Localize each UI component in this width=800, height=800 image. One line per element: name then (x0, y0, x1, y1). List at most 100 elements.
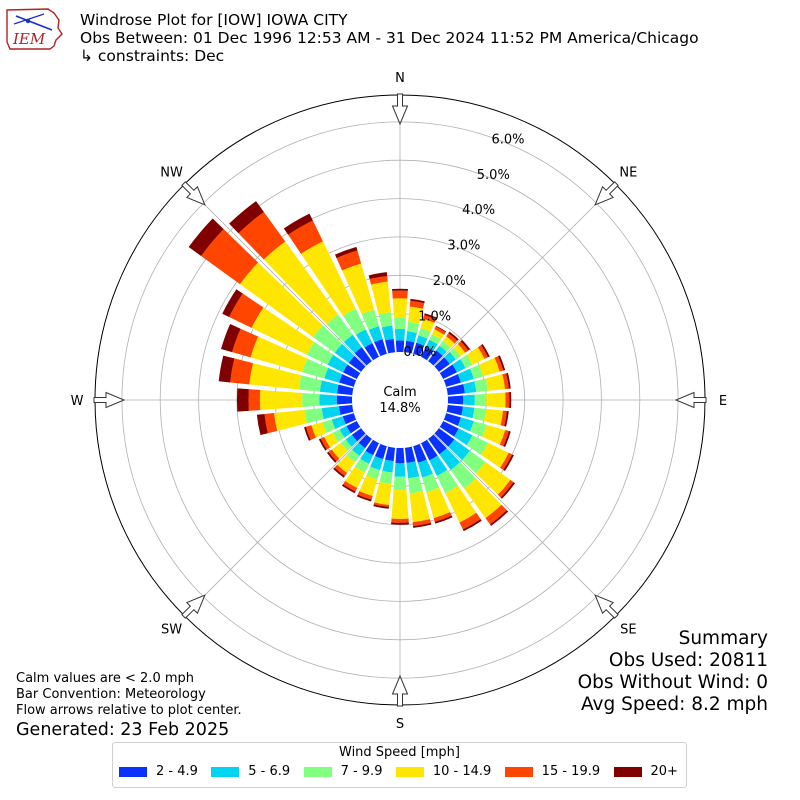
generated-date: Generated: 23 Feb 2025 (16, 720, 230, 740)
windrose-bar-segment (448, 439, 470, 461)
windrose-bar-segment (248, 389, 261, 411)
windrose-bar-segment (434, 357, 450, 372)
direction-labels: N NE E SE S SW W NW (71, 71, 728, 732)
windrose-bar-segment (463, 381, 477, 394)
obs-between: Obs Between: 01 Dec 1996 12:53 AM - 31 D… (80, 29, 699, 47)
windrose-bar-segment (428, 350, 443, 366)
windrose-bar-segment (434, 428, 455, 447)
windrose-bar-segment (477, 345, 489, 359)
windrose-bar-segment (485, 374, 505, 391)
direction-label: SE (620, 622, 636, 637)
windrose-bar-segment (481, 442, 509, 468)
flow-arrow (594, 594, 619, 619)
flow-arrow (181, 181, 206, 206)
windrose-bar-segment (474, 393, 487, 407)
flow-arrow (93, 391, 126, 409)
windrose-bar-segment (409, 491, 430, 523)
windrose-bar-segment (320, 436, 331, 450)
windrose-bar-segment (359, 475, 378, 496)
windrose-bar-segment (336, 395, 353, 405)
windrose-bar-segment (490, 510, 509, 526)
windrose-bar-segment (311, 422, 327, 438)
windrose-bar-segment (332, 429, 345, 442)
flow-note: Flow arrows relative to plot center. (16, 703, 242, 718)
windrose-bar-segment (354, 347, 372, 366)
windrose-bar-segment (312, 325, 343, 353)
windrose-bar-segment (433, 512, 452, 522)
windrose-bar-segment (342, 263, 375, 315)
constraints: ↳ constraints: Dec (80, 47, 225, 65)
windrose-bar-segment (497, 479, 514, 498)
windrose-bar-segment (348, 355, 366, 372)
windrose-bar-segment (394, 317, 406, 330)
windrose-bar-segment (498, 355, 506, 371)
windrose-bar-segment (392, 288, 408, 291)
windrose-bar-segment (334, 464, 348, 477)
windrose-bar-segment (391, 522, 409, 525)
windrose-bar-segment (500, 452, 513, 470)
windrose-bar-segment (422, 473, 440, 493)
windrose-bar-segment (302, 393, 320, 407)
windrose-bar-segment (461, 406, 475, 419)
windrose-bar-segment (385, 338, 396, 354)
windrose-bar-segment (434, 515, 453, 524)
radial-tick-label: 2.0% (433, 274, 466, 289)
windrose-bar-segment (426, 487, 451, 519)
windrose-bar-segment (446, 333, 458, 344)
windrose-bar-segment (385, 446, 396, 462)
windrose-bar-segment (406, 461, 420, 479)
windrose-bar-segment (416, 335, 428, 346)
windrose-bar-segment (500, 482, 516, 499)
radial-tick-label: 3.0% (447, 239, 480, 254)
windrose-bar-segment (222, 289, 243, 318)
windrose-bar-segment (373, 502, 390, 507)
chart-notes: Calm values are < 2.0 mph Bar Convention… (16, 671, 242, 741)
windrose-bar-segment (343, 334, 362, 354)
windrose-bar-segment (356, 494, 372, 502)
windrose-bar-segment (472, 407, 486, 422)
windrose-bar-segment (306, 341, 334, 365)
windrose-bar-segment (336, 384, 354, 396)
windrose-bar-segment (436, 469, 459, 494)
windrose-bar-segment (392, 298, 408, 318)
windrose-bar-segment (331, 442, 348, 459)
direction-label: S (396, 717, 404, 732)
windrose-bar-segment (424, 313, 437, 320)
windrose-bar-segment (370, 456, 384, 471)
windrose-bar-segment (499, 429, 509, 447)
windrose-bar-segment (342, 308, 366, 335)
legend-swatch (303, 766, 332, 777)
windrose-bar-segment (462, 450, 486, 474)
windrose-bar-segment (482, 424, 506, 445)
legend-item: 20+ (613, 764, 678, 779)
windrose-bar-segment (443, 374, 461, 387)
windrose-bar-segment (339, 425, 351, 438)
windrose-bar-segment (463, 394, 475, 406)
windrose-bar-segment (264, 413, 278, 434)
chart-header: Windrose Plot for [IOW] IOWA CITY Obs Be… (80, 11, 699, 65)
windrose-bar-segment (474, 378, 488, 393)
windrose-bar-segment (475, 461, 511, 495)
flow-arrow (391, 93, 409, 126)
windrose-bar-segment (236, 388, 249, 412)
calm-label: Calm (383, 385, 416, 400)
windrose-bar-segment (394, 463, 406, 477)
windrose-bar-segment (392, 290, 408, 299)
windrose-bar-segment (391, 489, 409, 519)
windrose-bar-segment (374, 443, 387, 460)
windrose-bar-segment (328, 449, 340, 462)
direction-label: W (71, 394, 84, 409)
windrose-bar-segment (334, 246, 358, 259)
windrose-bar-segment (486, 392, 506, 408)
windrose-bar-segment (434, 326, 446, 335)
windrose-bar-segment (378, 312, 393, 328)
windrose-bar-segment (304, 408, 324, 424)
windrose-bar-segment (341, 484, 356, 494)
windrose-bar-segment (423, 315, 437, 323)
windrose-bar-segment (448, 331, 459, 341)
legend-item: 15 - 19.9 (504, 764, 600, 779)
windrose-bar-segment (420, 346, 434, 361)
windrose-bar-segment (413, 522, 432, 528)
windrose-bar-segment (249, 363, 302, 390)
windrose-bar-segment (319, 380, 339, 394)
